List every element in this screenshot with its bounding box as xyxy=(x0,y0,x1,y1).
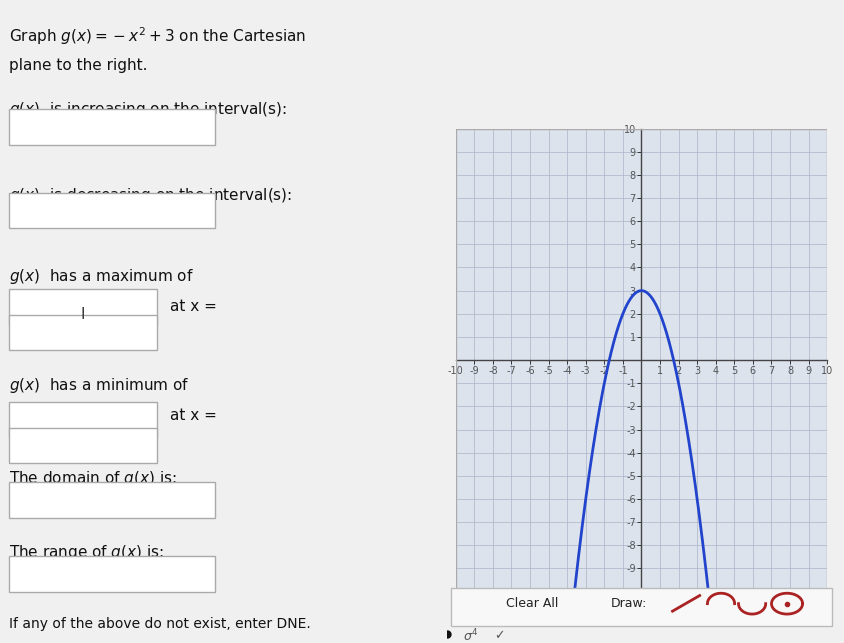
FancyBboxPatch shape xyxy=(9,109,214,145)
FancyBboxPatch shape xyxy=(9,556,214,592)
Text: If any of the above do not exist, enter DNE.: If any of the above do not exist, enter … xyxy=(9,617,311,631)
Text: $g(x)$  has a maximum of: $g(x)$ has a maximum of xyxy=(9,267,194,286)
Text: at x =: at x = xyxy=(170,408,217,423)
FancyBboxPatch shape xyxy=(9,482,214,518)
FancyBboxPatch shape xyxy=(452,588,831,626)
FancyBboxPatch shape xyxy=(9,402,157,437)
Text: at x =: at x = xyxy=(170,299,217,314)
Text: Graph $g(x) = -x^2 + 3$ on the Cartesian: Graph $g(x) = -x^2 + 3$ on the Cartesian xyxy=(9,26,306,48)
FancyBboxPatch shape xyxy=(9,428,157,463)
Text: $g(x)$  is decreasing on the interval(s):: $g(x)$ is decreasing on the interval(s): xyxy=(9,186,292,206)
Text: $\sigma^4$: $\sigma^4$ xyxy=(463,628,479,643)
Text: $g(x)$  has a minimum of: $g(x)$ has a minimum of xyxy=(9,376,189,395)
Text: The domain of $g(x)$ is:: The domain of $g(x)$ is: xyxy=(9,469,176,489)
Text: $g(x)$  is increasing on the interval(s):: $g(x)$ is increasing on the interval(s): xyxy=(9,100,287,119)
Text: Draw:: Draw: xyxy=(610,597,647,610)
Text: I: I xyxy=(80,307,85,322)
Text: ✓: ✓ xyxy=(494,629,505,642)
FancyBboxPatch shape xyxy=(9,193,214,228)
Text: Clear All: Clear All xyxy=(506,597,558,610)
Text: The range of $g(x)$ is:: The range of $g(x)$ is: xyxy=(9,543,164,563)
FancyBboxPatch shape xyxy=(9,289,157,325)
Text: plane to the right.: plane to the right. xyxy=(9,58,148,73)
FancyBboxPatch shape xyxy=(9,315,157,350)
